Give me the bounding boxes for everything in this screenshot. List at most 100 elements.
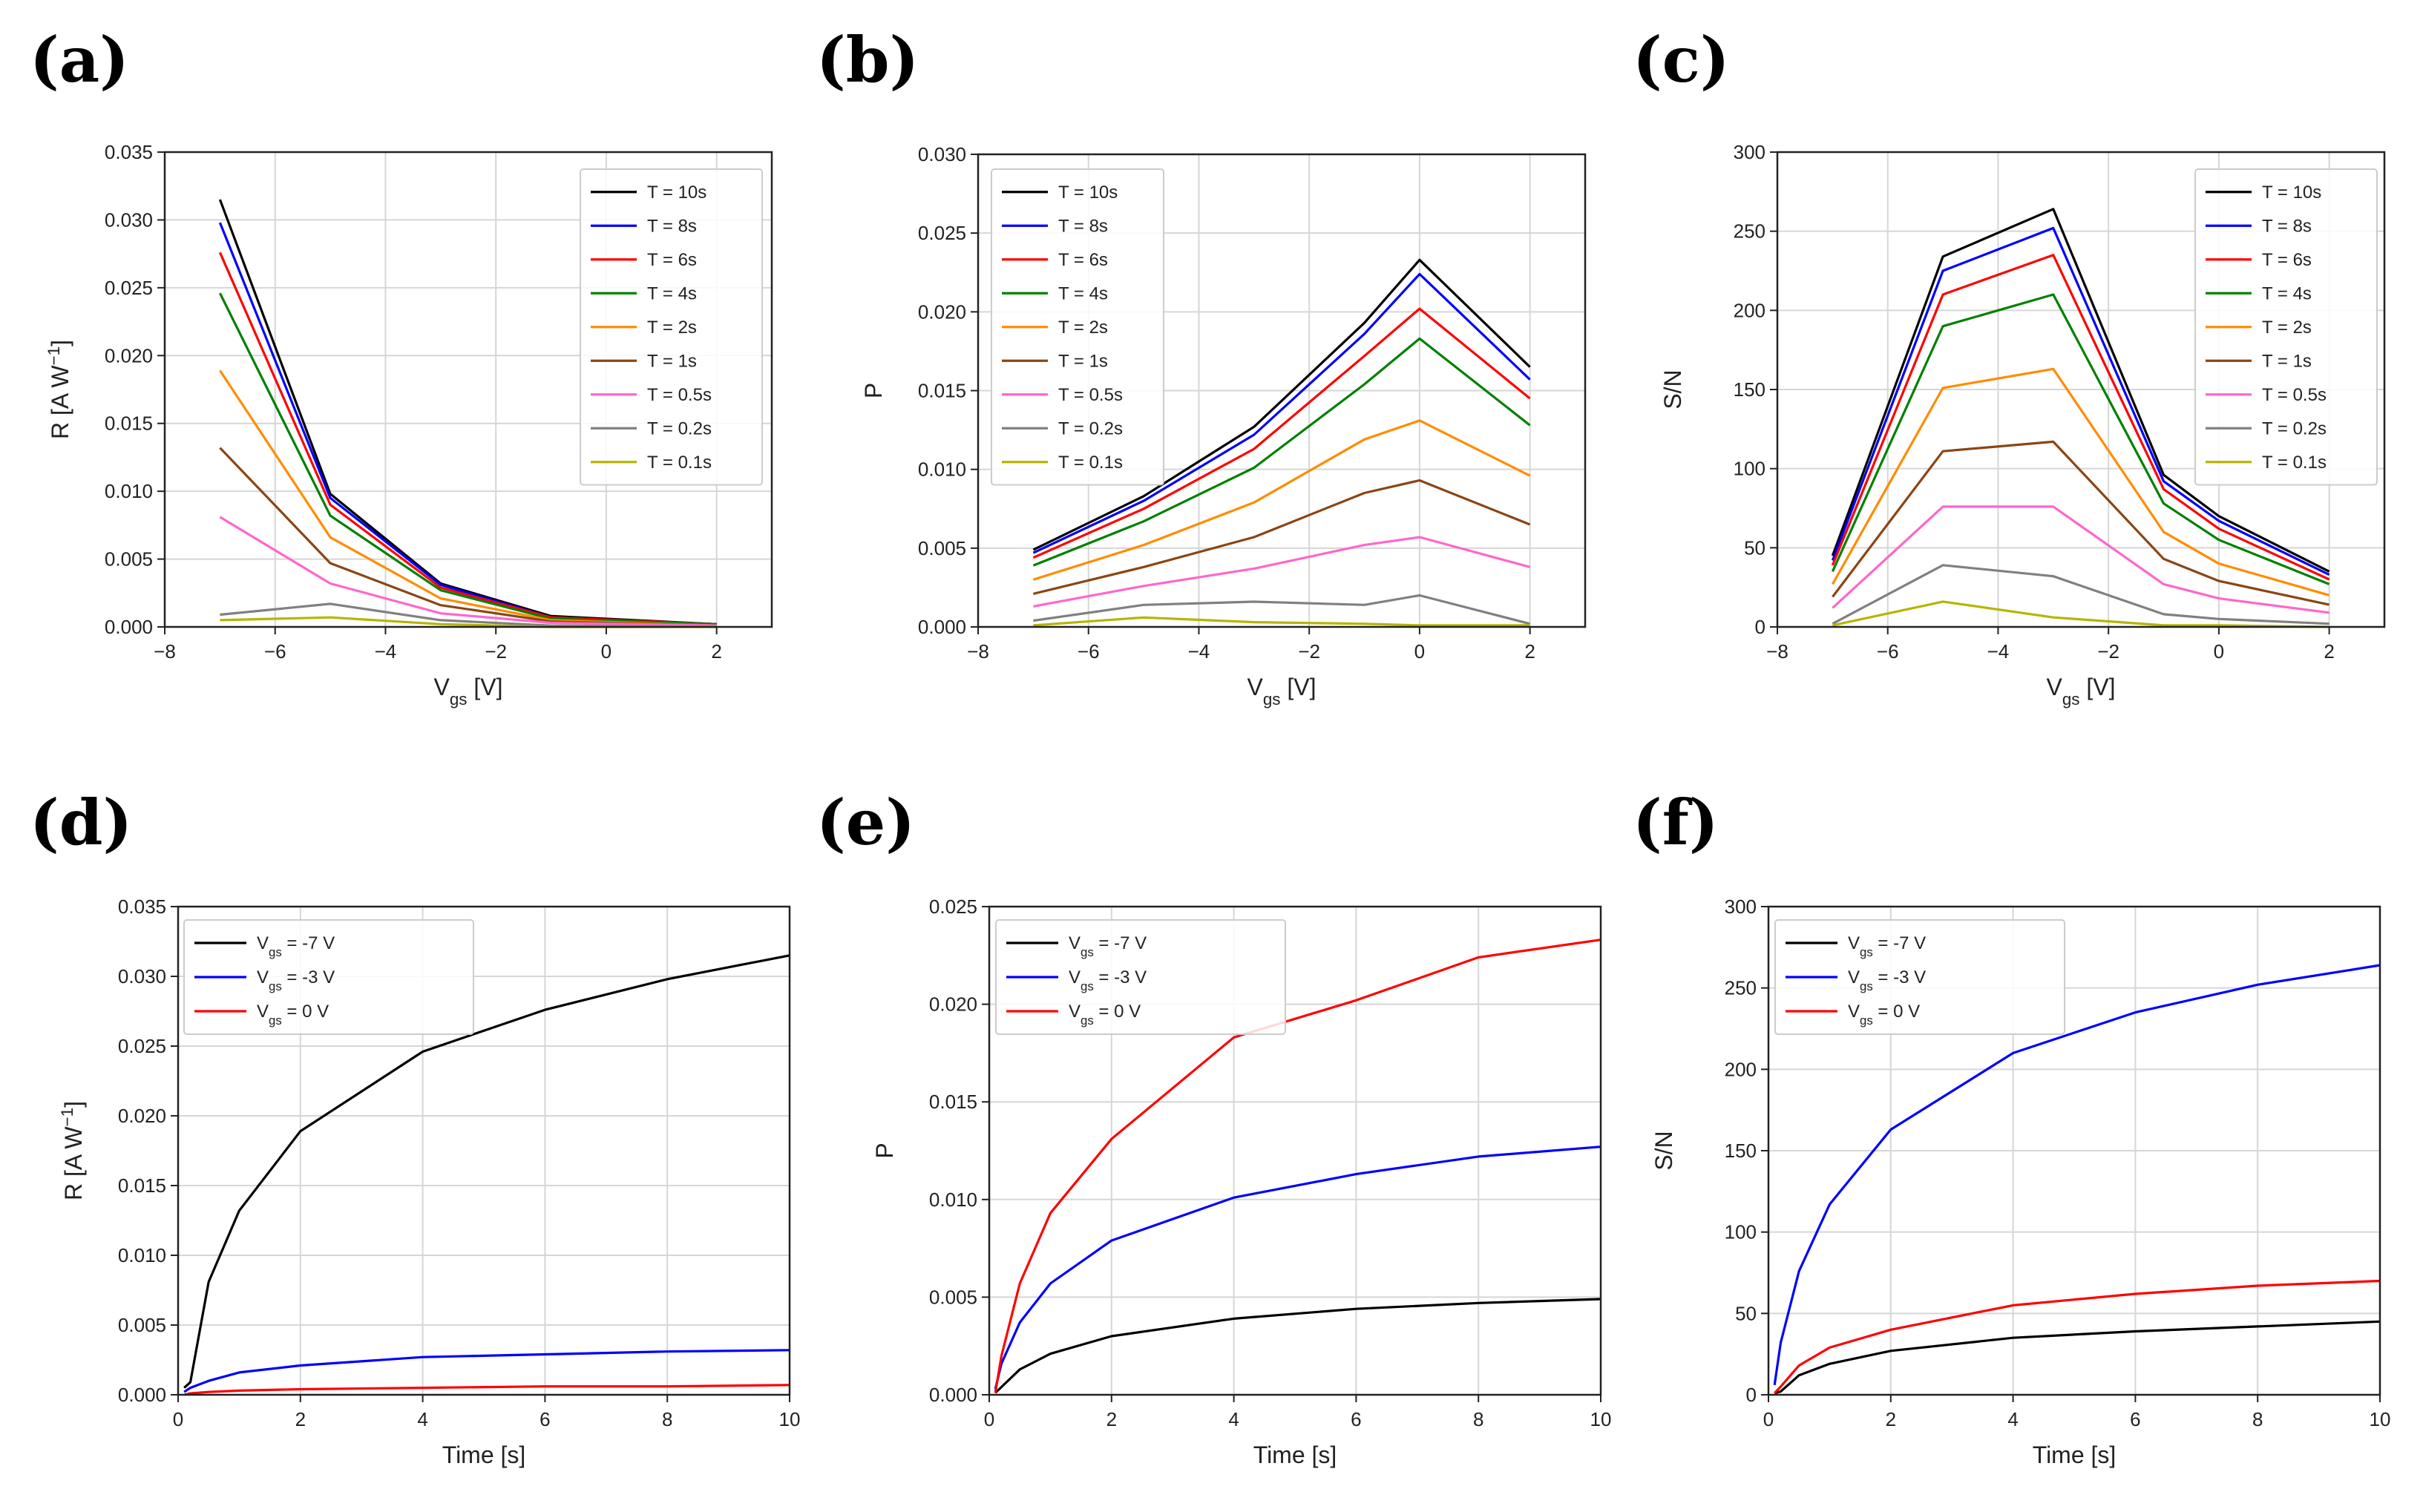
y-tick-label: 0.020 [118,1105,166,1127]
legend-entry-label: T = 8s [647,216,697,236]
series-line-2 [994,1145,1601,1390]
y-tick-label: 0.015 [929,1091,977,1113]
panel-label: (b) [816,23,919,96]
legend-entry-label: T = 4s [647,283,697,303]
panel-label: (d) [30,786,132,859]
series-line-3 [1032,307,1531,559]
y-tick-label: 0.015 [105,412,153,435]
x-tick-label: 6 [1351,1408,1361,1430]
series-line-2 [1773,964,2381,1386]
legend-entry-label: Vgs = 0 V [257,1002,329,1028]
legend-box [995,919,1286,1035]
panel-label: (e) [816,786,915,859]
plot-frame [177,905,791,1396]
legend-box [1774,919,2065,1035]
y-axis-label: P [860,383,887,398]
y-tick-label: 0.035 [118,895,166,918]
legend-entry-label: T = 2s [647,318,697,338]
y-tick-label: 0.030 [118,965,166,987]
x-tick-label: −2 [485,640,507,663]
x-tick-label: 0 [1763,1408,1774,1430]
legend: T = 10s T = 8s T = 6s T = 4s T = 2s T = 1s T =… [2194,168,2378,486]
y-tick-label: 0.020 [105,344,153,367]
x-tick-label: 10 [1590,1408,1612,1430]
y-tick-label: 200 [1725,1058,1757,1080]
series-line-5 [1032,419,1531,581]
series-line-5 [1832,367,2330,596]
x-tick-label: −2 [1298,640,1320,663]
series-line-7 [219,516,717,627]
x-tick-label: −4 [375,640,397,663]
plot-frame [163,151,773,628]
series-line-2 [1032,272,1531,554]
y-tick-label: 0.020 [918,300,966,323]
y-tick-label: 150 [1725,1140,1757,1162]
legend-entry-label: T = 2s [2262,318,2312,338]
legend-box [580,168,763,486]
legend-entry-label: T = 6s [647,250,697,270]
legend-entry-label: T = 2s [1058,318,1108,338]
panel-label: (a) [30,23,129,96]
legend-entry-label: Vgs = 0 V [1848,1002,1920,1028]
y-tick-label: 50 [1735,1302,1757,1324]
series-line-6 [1832,440,2329,606]
series-line-8 [1033,594,1530,625]
y-tick-label: 50 [1744,536,1765,559]
panel-label: (c) [1633,23,1730,96]
series-line-2 [1831,226,2330,576]
y-axis-label: S/N [1650,1131,1677,1170]
series-line-3 [1774,1279,2381,1394]
series-line-3 [183,1384,790,1396]
x-tick-label: 0 [1414,640,1425,663]
legend-entry-label: T = 10s [647,183,706,203]
legend-entry-label: T = 1s [647,351,697,371]
series-line-2 [183,1349,790,1393]
x-tick-label: −8 [154,640,176,663]
y-tick-label: 300 [1734,141,1765,163]
y-tick-label: 0.025 [918,222,966,244]
y-tick-label: 100 [1725,1221,1757,1243]
plot-frame [988,905,1602,1396]
x-tick-label: 0 [173,1408,183,1430]
y-tick-label: 0.005 [105,548,153,571]
y-tick-label: 0.010 [929,1189,977,1211]
legend: Vgs = -7 V Vgs = -3 V Vgs = 0 V [995,919,1286,1035]
series-line-9 [1832,600,2329,628]
x-axis-label: Time [s] [2033,1442,2117,1468]
legend-entry-label: T = 6s [2262,250,2312,270]
y-tick-label: 0.015 [118,1174,166,1197]
y-tick-label: 0.035 [105,141,153,163]
series-line-6 [1033,479,1531,595]
y-tick-label: 300 [1725,895,1757,918]
x-tick-label: 2 [1106,1408,1117,1430]
y-tick-label: 250 [1725,977,1757,999]
chart-panel-3: (c) −8 −6 −4 −2 0 2 0 50 100 150 200 250 300 Vgs [V] S/… [1633,23,2386,709]
x-tick-label: 2 [2324,640,2334,663]
legend-entry-label: T = 10s [2262,183,2321,203]
legend-entry-label: T = 1s [2262,351,2312,371]
legend: T = 10s T = 8s T = 6s T = 4s T = 2s T = 1s T =… [580,168,763,486]
x-tick-label: 0 [984,1408,994,1430]
x-axis-label: Vgs [V] [2046,674,2115,709]
series-line-3 [994,939,1601,1393]
y-tick-label: 0.005 [929,1286,977,1308]
series-line-7 [1033,536,1531,608]
y-tick-label: 0.015 [918,380,966,402]
legend-entry-label: T = 0.5s [2262,385,2327,405]
y-tick-label: 0.020 [929,993,977,1016]
x-tick-label: 6 [540,1408,550,1430]
x-tick-label: −4 [1188,640,1210,663]
y-tick-label: 0 [1755,616,1765,638]
x-tick-label: 10 [2370,1408,2391,1430]
legend-entry-label: Vgs = -7 V [1848,933,1926,959]
y-tick-label: 0.010 [105,480,153,502]
y-tick-label: 0.010 [118,1244,166,1266]
legend-entry-label: T = 8s [2262,216,2312,236]
series-line-4 [218,292,717,625]
x-tick-label: 4 [2007,1408,2018,1430]
legend-entry-label: Vgs = -7 V [257,933,335,959]
y-tick-label: 0.025 [929,895,977,918]
y-tick-label: 250 [1734,220,1765,243]
x-axis-label: Vgs [V] [433,674,502,709]
y-tick-label: 0.025 [105,277,153,299]
